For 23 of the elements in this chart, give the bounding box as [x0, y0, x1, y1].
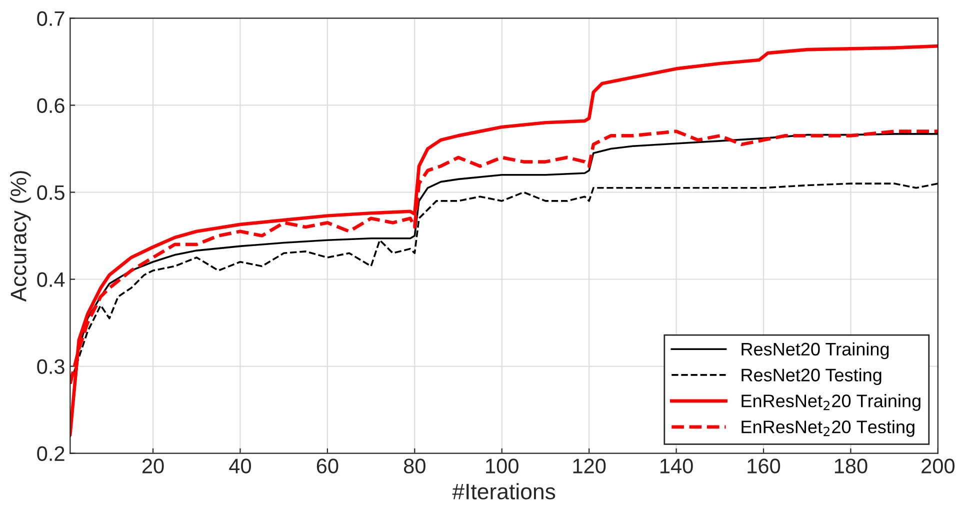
- x-tick-label: 180: [834, 458, 868, 474]
- y-tick-label: 0.5: [37, 185, 64, 200]
- x-tick-label: 200: [922, 458, 955, 474]
- x-tick-label: 80: [404, 458, 426, 474]
- y-tick-label: 0.4: [37, 272, 65, 288]
- x-tick-label: 120: [573, 458, 606, 474]
- y-tick-label: 0.7: [37, 11, 64, 26]
- x-tick-label: 140: [660, 458, 693, 474]
- x-tick-label: 60: [316, 458, 338, 474]
- x-axis-title: #Iterations: [452, 483, 556, 500]
- y-tick-label: 0.2: [37, 446, 64, 462]
- legend-label: EnResNet$_{2}$20 Testing: [742, 420, 914, 437]
- legend-label: ResNet20 Testing: [742, 368, 882, 386]
- legend-label: ResNet20 Training: [742, 342, 889, 360]
- x-tick-label: 100: [486, 458, 518, 474]
- x-tick-label: 40: [229, 458, 251, 474]
- x-tick-label: 20: [142, 458, 164, 474]
- y-tick-label: 0.3: [37, 359, 64, 374]
- y-axis-title: Accuracy (%): [10, 171, 31, 302]
- x-tick-label: 160: [748, 458, 780, 474]
- line-series: [70, 44, 938, 436]
- legend-label: EnResNet$_{2}$20 Training: [742, 394, 920, 411]
- y-tick-label: 0.6: [37, 98, 64, 113]
